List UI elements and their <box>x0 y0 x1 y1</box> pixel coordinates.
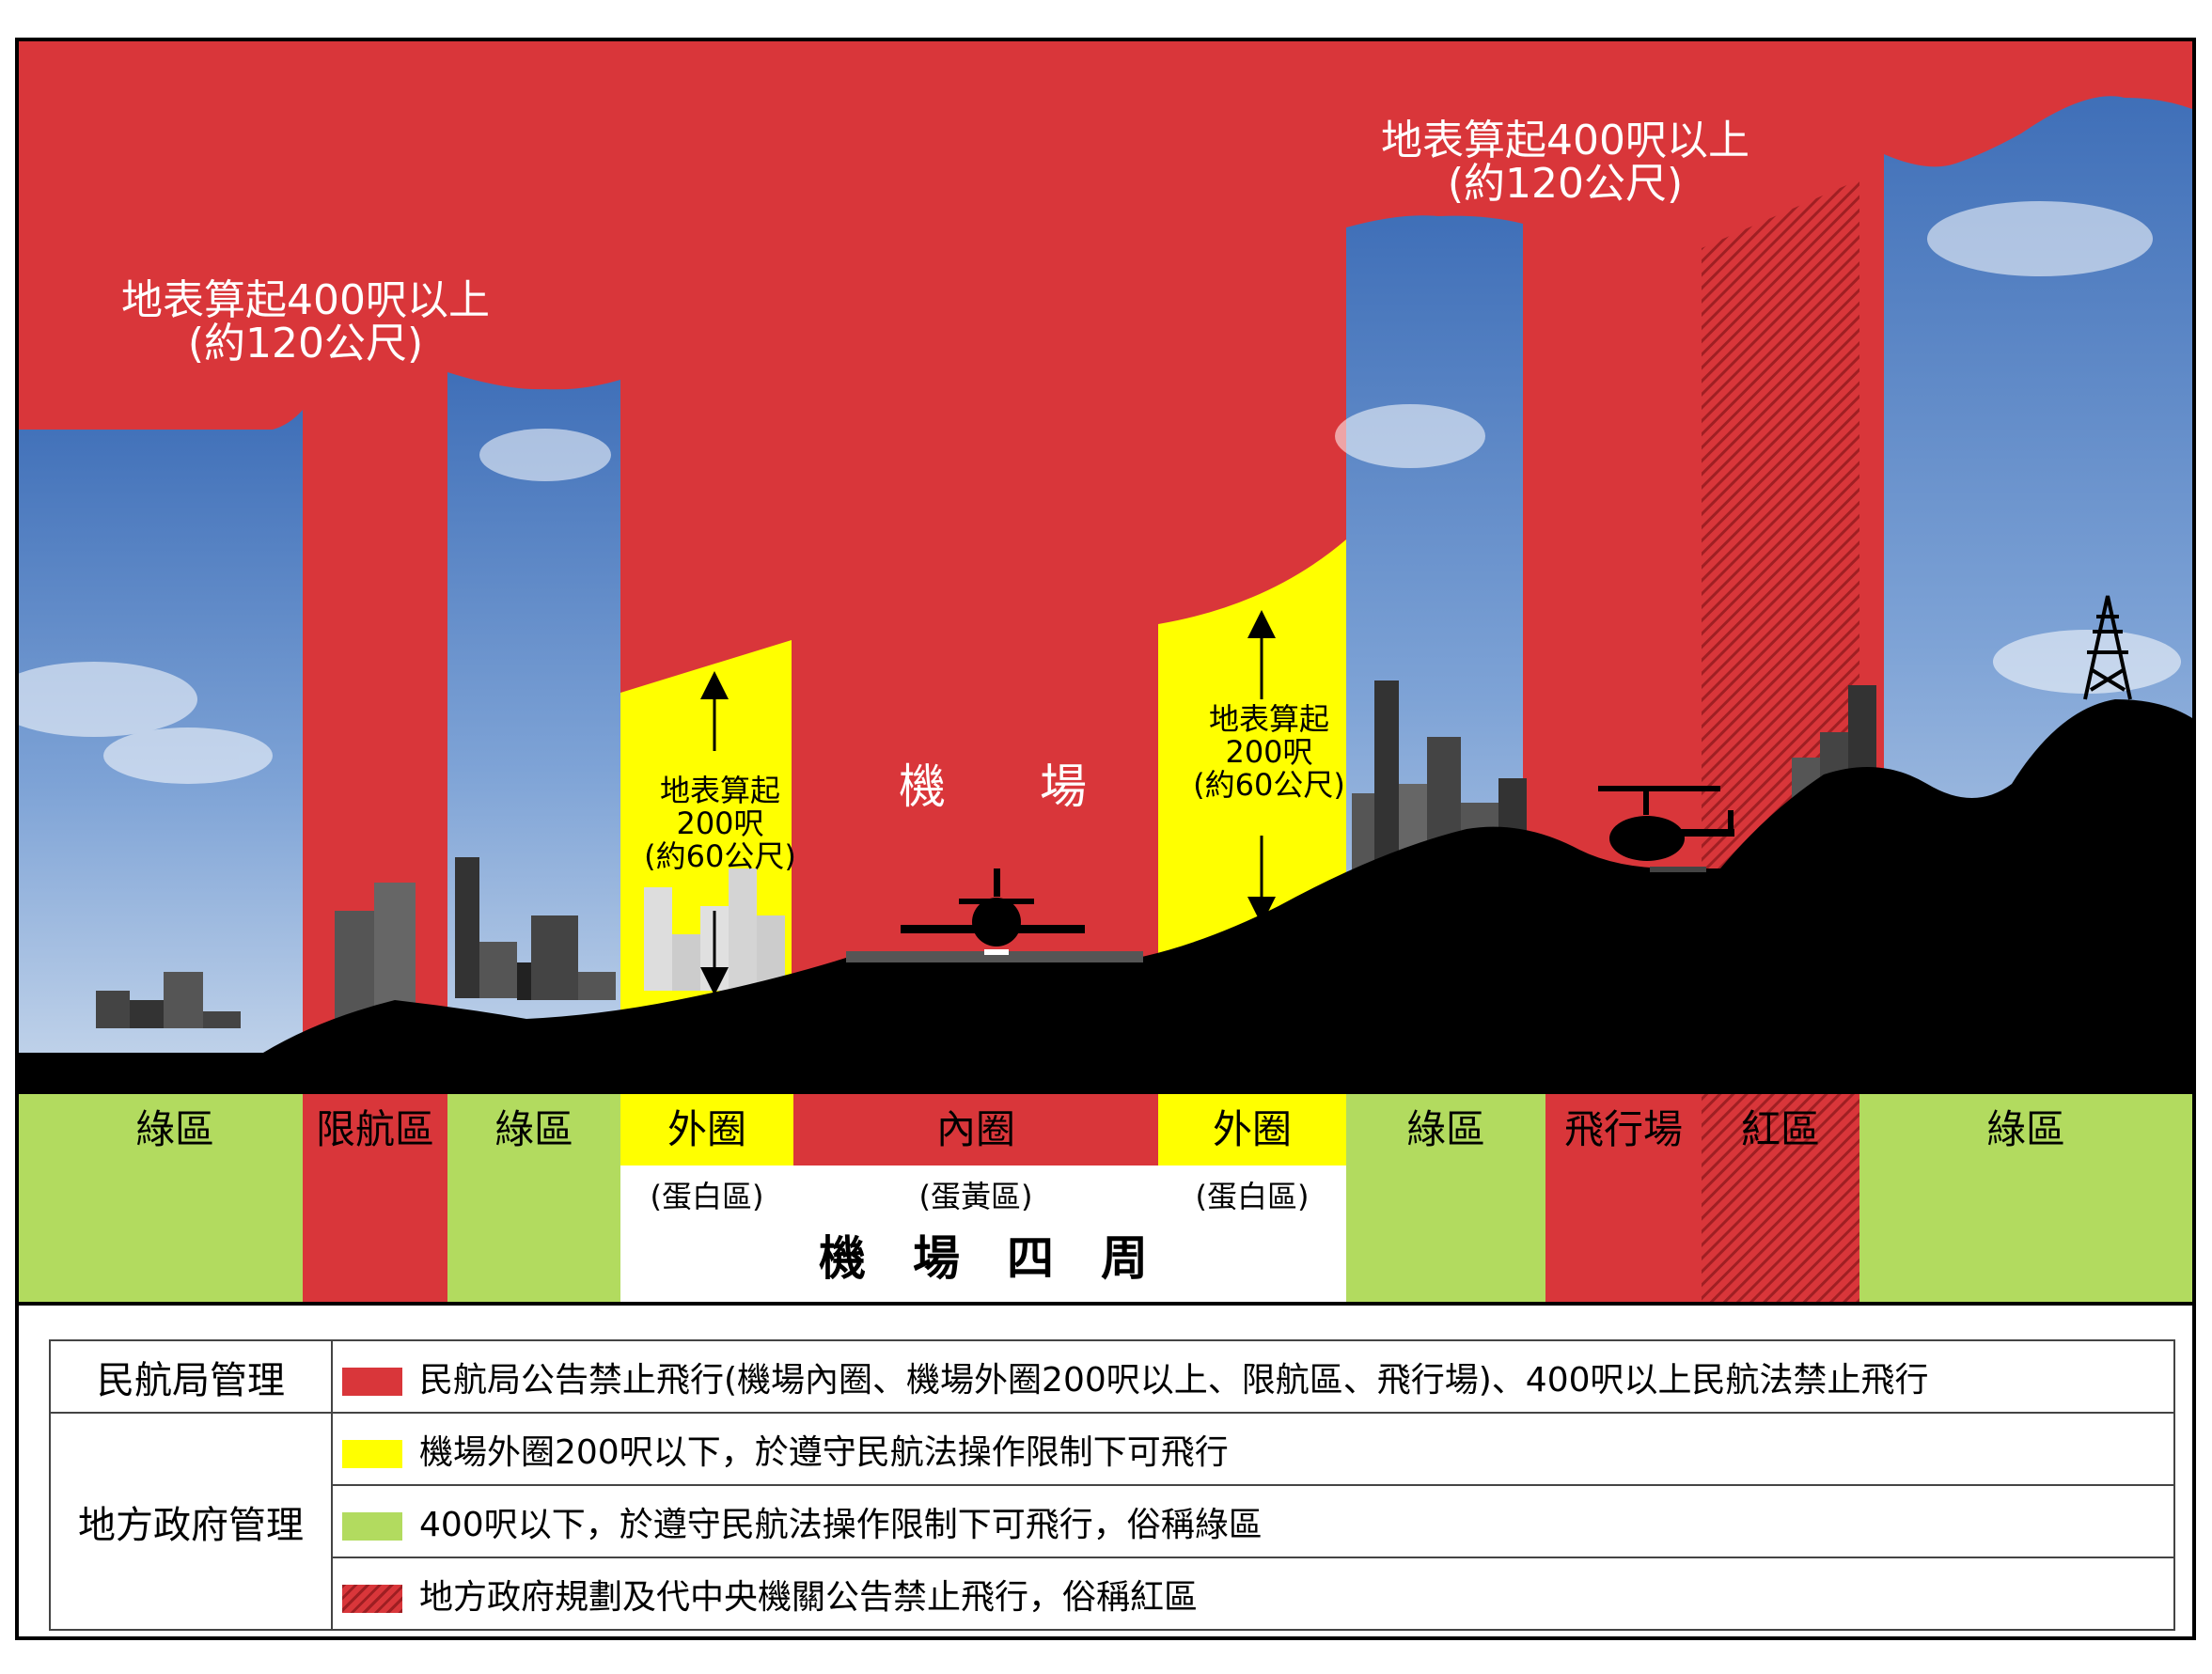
airport-label: 機 場 <box>899 759 1087 814</box>
legend-row: 地方政府規劃及代中央機關公告禁止飛行，俗稱紅區 <box>50 1557 2175 1631</box>
sub-left: (蛋白區) <box>651 1179 764 1214</box>
zone-green-3: 綠區 <box>1406 1106 1485 1152</box>
top-label-right-line2: (約120公尺) <box>1448 160 1683 208</box>
outer-left-line2: 200呎 <box>676 806 763 841</box>
zone-strip <box>19 1094 2192 1306</box>
zone-inner: 內圈 <box>936 1106 1015 1152</box>
legend-caa-label: 民航局管理 <box>49 1339 333 1414</box>
sub-mid: (蛋黃區) <box>919 1179 1033 1214</box>
legend-row: 400呎以下，於遵守民航法操作限制下可飛行，俗稱綠區 <box>50 1484 2175 1558</box>
legend-row: 地方政府管理 機場外圈200呎以下，於遵守民航法操作限制下可飛行 <box>49 1412 2175 1631</box>
airplane-icon <box>901 868 1085 955</box>
top-label-right-line1: 地表算起400呎以上 <box>1381 117 1749 164</box>
outer-right-line1: 地表算起 <box>1209 701 1329 737</box>
outer-left-line3: (約60公尺) <box>644 838 796 874</box>
legend-item-hatch-text: 地方政府規劃及代中央機關公告禁止飛行，俗稱紅區 <box>419 1577 1199 1617</box>
zone-green-4: 綠區 <box>1986 1106 2065 1152</box>
legend-row: 民航局管理 民航局公告禁止飛行(機場內圈、機場外圈200呎以上、限航區、飛行場)… <box>49 1339 2175 1414</box>
runway <box>846 951 1143 962</box>
legend-item-red: 民航局公告禁止飛行(機場內圈、機場外圈200呎以上、限航區、飛行場)、400呎以… <box>331 1339 2175 1414</box>
legend: 民航局管理 民航局公告禁止飛行(機場內圈、機場外圈200呎以上、限航區、飛行場)… <box>19 1306 2192 1636</box>
legend-item-yellow: 機場外圈200呎以下，於遵守民航法操作限制下可飛行 <box>331 1412 2175 1486</box>
hatch-swatch <box>342 1584 402 1613</box>
diagram-frame: 地表算起400呎以上 (約120公尺) 地表算起400呎以上 (約120公尺) … <box>15 38 2196 1640</box>
airport-surroundings: 機 場 四 周 <box>819 1231 1148 1286</box>
yellow-swatch <box>342 1439 402 1468</box>
legend-item-green-text: 400呎以下，於遵守民航法操作限制下可飛行，俗稱綠區 <box>419 1505 1263 1544</box>
red-swatch <box>342 1367 402 1396</box>
zone-outer-right: 外圈 <box>1213 1106 1292 1152</box>
airspace-diagram: 地表算起400呎以上 (約120公尺) 地表算起400呎以上 (約120公尺) … <box>19 41 2192 1306</box>
top-label-left-line1: 地表算起400呎以上 <box>121 276 490 324</box>
legend-table: 民航局管理 民航局公告禁止飛行(機場內圈、機場外圈200呎以上、限航區、飛行場)… <box>49 1339 2175 1631</box>
zone-red: 紅區 <box>1741 1106 1820 1152</box>
terrain <box>19 699 2192 1094</box>
zone-outer-left: 外圈 <box>667 1106 746 1152</box>
outer-left-line1: 地表算起 <box>660 773 780 808</box>
zone-green-1: 綠區 <box>135 1106 214 1152</box>
legend-item-hatch: 地方政府規劃及代中央機關公告禁止飛行，俗稱紅區 <box>331 1557 2175 1631</box>
legend-item-yellow-text: 機場外圈200呎以下，於遵守民航法操作限制下可飛行 <box>419 1432 1229 1472</box>
zone-green-2: 綠區 <box>494 1106 573 1152</box>
legend-item-red-text: 民航局公告禁止飛行(機場內圈、機場外圈200呎以上、限航區、飛行場)、400呎以… <box>419 1360 1929 1400</box>
sky-green-zone-2 <box>447 372 620 1094</box>
zone-restricted: 限航區 <box>316 1106 434 1152</box>
outer-right-line2: 200呎 <box>1225 734 1312 770</box>
legend-item-green: 400呎以下，於遵守民航法操作限制下可飛行，俗稱綠區 <box>331 1484 2175 1558</box>
legend-local-label: 地方政府管理 <box>49 1412 333 1631</box>
helicopter-icon <box>1598 786 1734 872</box>
zone-airfield: 飛行場 <box>1564 1106 1683 1152</box>
green-swatch <box>342 1511 402 1541</box>
cloud-group <box>19 201 2181 784</box>
top-label-left-line2: (約120公尺) <box>188 320 423 368</box>
power-tower-icon <box>2083 595 2132 700</box>
height-arrows <box>700 610 1276 995</box>
sub-right: (蛋白區) <box>1196 1179 1310 1214</box>
outer-right-line3: (約60公尺) <box>1193 767 1345 803</box>
